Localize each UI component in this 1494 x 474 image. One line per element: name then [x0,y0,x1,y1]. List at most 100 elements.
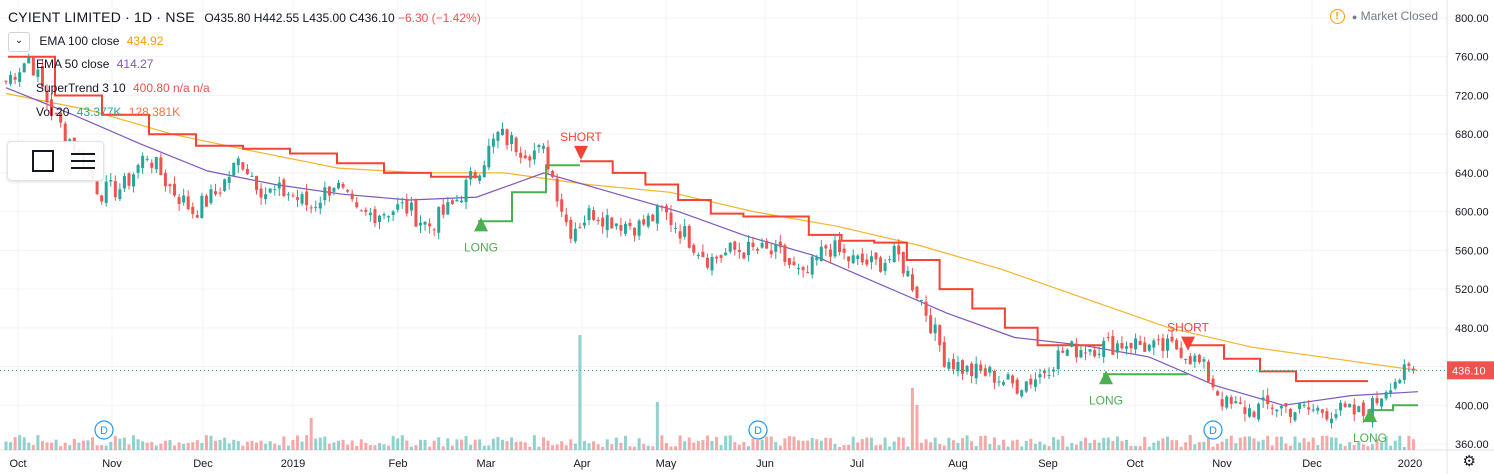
volume-bar [414,445,418,450]
volume-bar [13,437,17,450]
candle-body [778,241,782,248]
symbol-title[interactable]: CYIENT LIMITED · 1D · NSE [8,9,195,25]
last-price-label: 436.10 [1452,365,1486,377]
candle-body [250,175,254,177]
time-tick-label: Apr [573,458,590,470]
volume-bar [724,435,728,450]
volume-bar [1193,444,1197,450]
volume-bar [787,436,791,450]
volume-bar [546,440,550,450]
drawing-toolbar [7,141,104,181]
volume-bar [18,435,22,450]
volume-bar [856,442,860,450]
volume-bar [792,436,796,450]
candle-body [783,245,787,262]
indicator-volume[interactable]: Vol 20 43.377K 128.381K [36,102,180,122]
candle-body [560,199,564,212]
candle-body [469,171,473,180]
volume-bar [77,442,81,450]
indicator-ema100[interactable]: ⌄ EMA 100 close 434.92 [8,31,163,52]
dividend-marker [1203,420,1223,440]
volume-bar [478,439,482,450]
candle-body [122,176,126,189]
volume-bar [974,446,978,450]
volume-bar [91,437,95,450]
volume-bar [664,443,668,450]
chevron-down-icon[interactable]: ⌄ [8,31,30,52]
candle-body [1102,340,1106,358]
lines-icon[interactable] [71,153,95,174]
candle-body [742,252,746,259]
candle-body [132,174,136,187]
volume-bar [1393,440,1397,450]
signal-label: SHORT [560,130,602,144]
candle-body [1261,397,1265,401]
volume-bar [596,444,600,450]
time-tick-label: May [656,458,677,470]
candle-body [683,226,687,237]
volume-bar [879,444,883,450]
volume-bar [660,435,664,450]
candle-body [95,181,99,195]
candle-body [1343,403,1347,407]
price-axis[interactable]: 800.00 760.00 720.00 680.00 640.00 600.00 560.… [0,13,1494,451]
candle-body [956,361,960,372]
candle-body [564,214,568,223]
volume-bar [828,438,832,450]
candle-body [605,215,609,231]
candle-body [1293,412,1297,421]
volume-bar [1124,439,1128,450]
price-tick-label: 640.00 [1455,168,1489,180]
price-tick-label: 680.00 [1455,129,1489,141]
rectangle-icon[interactable] [32,150,54,172]
volume-bar [132,435,136,450]
volume-bar [692,442,696,450]
time-axis[interactable]: Oct Nov Dec 2019 Feb Mar Apr May Jun Jul Aug Sep Oct… [9,458,1422,470]
volume-bar [1156,440,1160,450]
candle-body [528,156,532,161]
candle-body [551,170,555,177]
volume-bar [377,443,381,450]
candle-body [423,221,427,225]
volume-bar [446,438,450,450]
candle-body [145,158,149,160]
candle-body [1380,398,1384,407]
candle-body [614,223,618,227]
volume-bar [1056,439,1060,450]
candle-body [537,145,541,148]
warning-icon[interactable]: ! [1329,9,1345,25]
candle-body [482,165,486,178]
indicator-name: EMA 50 close [36,57,110,71]
candle-body [305,191,309,206]
candle-body [173,183,177,196]
candle-body [1197,354,1201,363]
price-tick-label: 600.00 [1455,207,1489,219]
volume-bar [810,437,814,450]
volume-bar [1088,442,1092,450]
candle-body [387,216,391,218]
candle-body [63,123,67,142]
gear-icon[interactable]: ⚙ [1462,453,1476,470]
indicator-ema50[interactable]: EMA 50 close 414.27 [36,54,153,74]
candle-body [879,257,883,272]
candle-body [824,245,828,249]
candle-body [437,207,441,233]
candle-body [264,194,268,200]
price-tick-label: 560.00 [1455,245,1489,257]
candle-body [774,244,778,252]
indicator-supertrend[interactable]: SuperTrend 3 10 400.80 n/a n/a [36,78,210,98]
volume-bar [109,441,113,450]
volume-bar [1252,438,1256,450]
volume-bar [851,436,855,450]
candle-body [519,152,523,158]
candle-body [1316,407,1320,411]
candle-body [888,259,892,261]
ema100-path [5,92,1419,371]
candle-body [1257,403,1261,420]
candle-body [1247,408,1251,417]
candle-body [642,219,646,225]
candle-body [428,223,432,227]
volume-bar [1120,441,1124,450]
volume-bar [296,435,300,450]
